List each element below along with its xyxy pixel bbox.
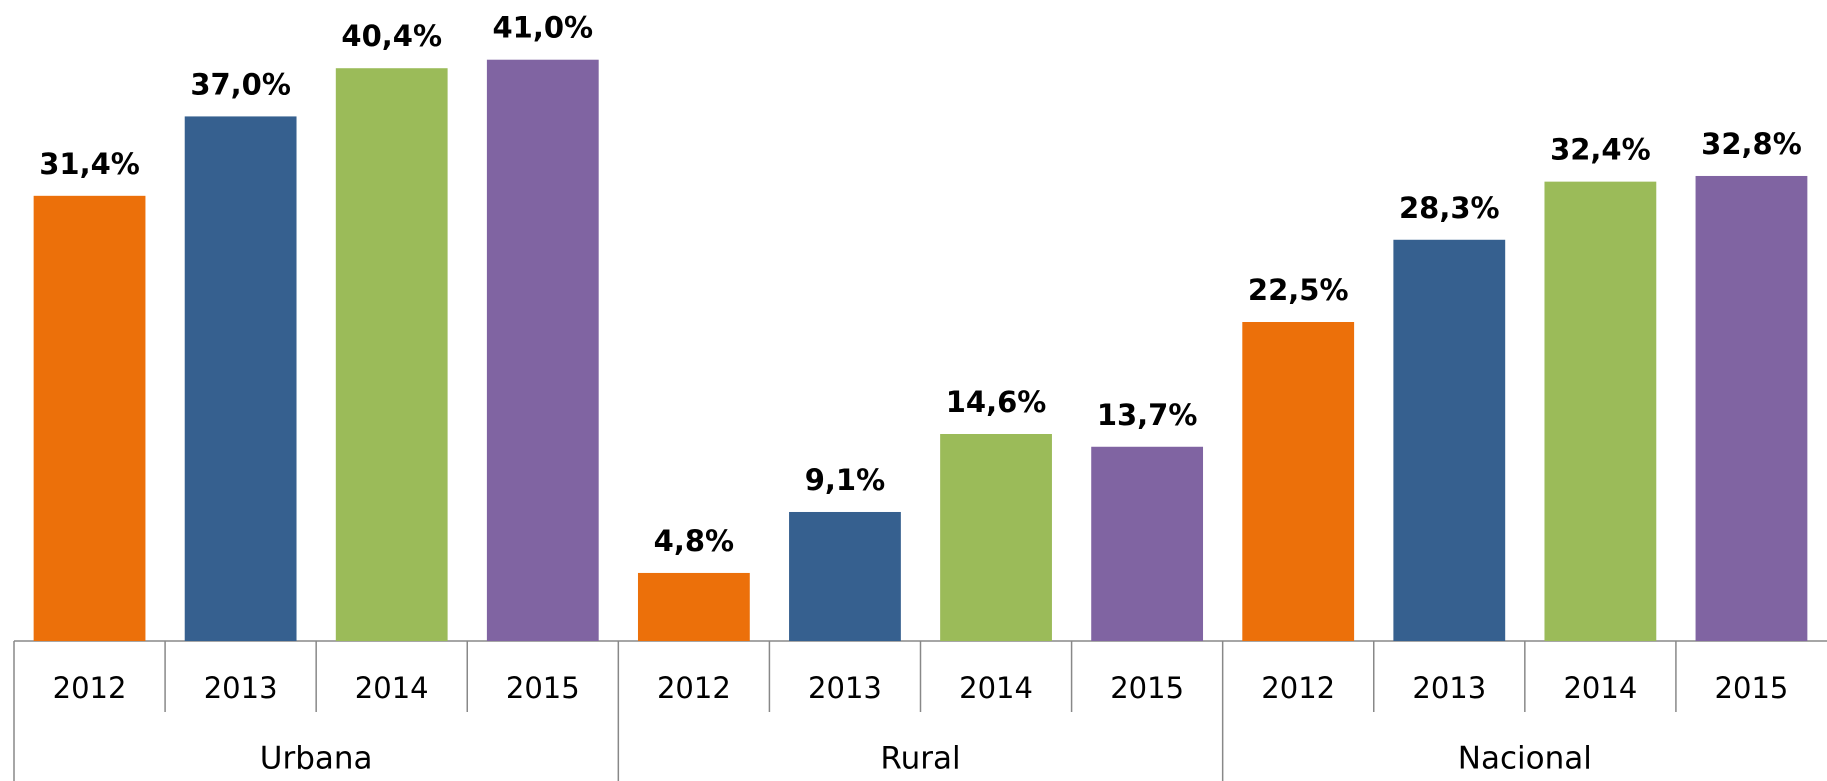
data-label: 13,7% — [1097, 398, 1198, 432]
bar — [184, 116, 297, 641]
data-label: 28,3% — [1399, 191, 1500, 225]
data-label: 32,8% — [1701, 127, 1802, 161]
group-label: Rural — [880, 741, 960, 777]
x-tick-label: 2014 — [355, 671, 429, 705]
group-label: Urbana — [260, 741, 373, 777]
data-label: 40,4% — [341, 19, 442, 53]
x-tick-label: 2012 — [657, 671, 731, 705]
bar — [1091, 446, 1204, 641]
x-tick-label: 2015 — [1715, 671, 1789, 705]
group-label: Nacional — [1458, 741, 1592, 777]
x-tick-label: 2013 — [1412, 671, 1486, 705]
bar — [335, 68, 448, 642]
x-tick-label: 2012 — [1261, 671, 1335, 705]
bar — [486, 59, 599, 641]
bar — [940, 434, 1052, 641]
bar — [1242, 322, 1355, 641]
data-label: 9,1% — [805, 463, 885, 497]
bar — [1544, 181, 1657, 641]
x-tick-label: 2013 — [204, 671, 278, 705]
data-label: 41,0% — [492, 11, 593, 45]
x-tick-label: 2014 — [959, 671, 1033, 705]
bar — [1695, 175, 1808, 642]
x-tick-label: 2015 — [1110, 671, 1184, 705]
x-tick-label: 2014 — [1563, 671, 1637, 705]
x-tick-label: 2012 — [53, 671, 127, 705]
x-tick-label: 2013 — [808, 671, 882, 705]
bar — [33, 195, 146, 641]
data-label: 14,6% — [946, 385, 1047, 419]
data-label: 32,4% — [1550, 133, 1651, 167]
x-tick-label: 2015 — [506, 671, 580, 705]
bar — [637, 572, 750, 641]
bar — [789, 511, 901, 641]
data-label: 22,5% — [1248, 273, 1349, 307]
data-label: 31,4% — [39, 147, 140, 181]
data-label: 37,0% — [190, 67, 291, 101]
data-label: 4,8% — [654, 524, 734, 558]
bar — [1393, 239, 1506, 641]
